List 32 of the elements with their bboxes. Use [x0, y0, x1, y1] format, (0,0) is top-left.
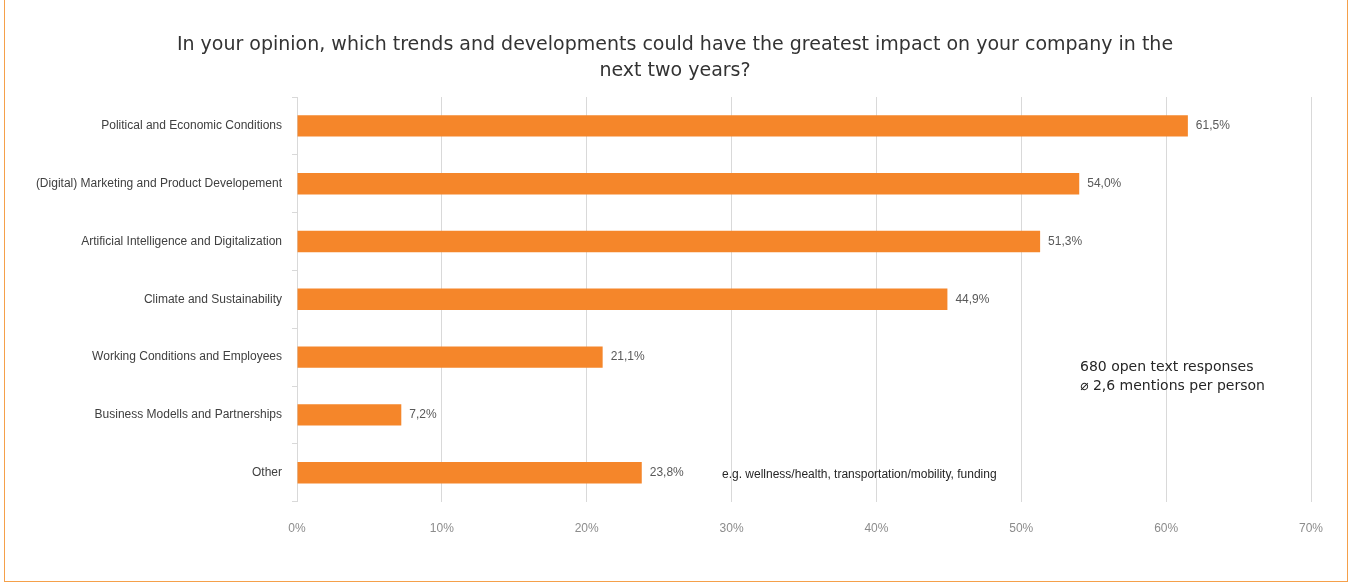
annotation: 680 open text responses ⌀ 2,6 mentions per person: [1080, 357, 1265, 393]
y-tick-label: Artificial Intelligence and Digitalization: [81, 233, 282, 248]
data-label: 54,0%: [1087, 176, 1122, 191]
x-tick-label: 20%: [574, 521, 600, 536]
x-tick-label: 10%: [429, 521, 455, 536]
bar: [297, 404, 402, 426]
bar: [297, 346, 603, 368]
x-tick-label: 60%: [1154, 521, 1179, 536]
data-label: 61,5%: [1195, 118, 1231, 133]
y-tick-label: Working Conditions and Employees: [92, 349, 282, 364]
x-tick-label: 0%: [288, 521, 306, 536]
chart-title: In your opinion, which trends and developments could have the greatest impact on your company in the next two years?: [175, 31, 1175, 82]
data-label: 7,2%: [409, 407, 437, 422]
y-tick-label: Political and Economic Conditions: [101, 118, 282, 133]
x-tick-label: 40%: [864, 521, 889, 536]
x-tick-label: 30%: [719, 521, 744, 536]
x-tick-label: 50%: [1009, 521, 1034, 536]
annotation: e.g. wellness/health, transportation/mobility, funding: [722, 467, 997, 482]
bar: [297, 230, 1041, 253]
data-label: 44,9%: [955, 291, 990, 306]
bar: [297, 288, 948, 310]
bar: [297, 462, 642, 484]
data-label: 23,8%: [649, 465, 685, 480]
bar: [297, 173, 1080, 195]
data-label: 21,1%: [610, 349, 645, 364]
y-tick-label: (Digital) Marketing and Product Developement: [35, 176, 283, 191]
x-tick-label: 70%: [1298, 521, 1324, 536]
data-label: 51,3%: [1048, 233, 1083, 248]
y-tick-label: Climate and Sustainability: [143, 291, 282, 306]
bar: [297, 115, 1188, 137]
y-tick-label: Other: [251, 465, 282, 480]
y-tick-label: Business Modells and Partnerships: [94, 407, 282, 422]
